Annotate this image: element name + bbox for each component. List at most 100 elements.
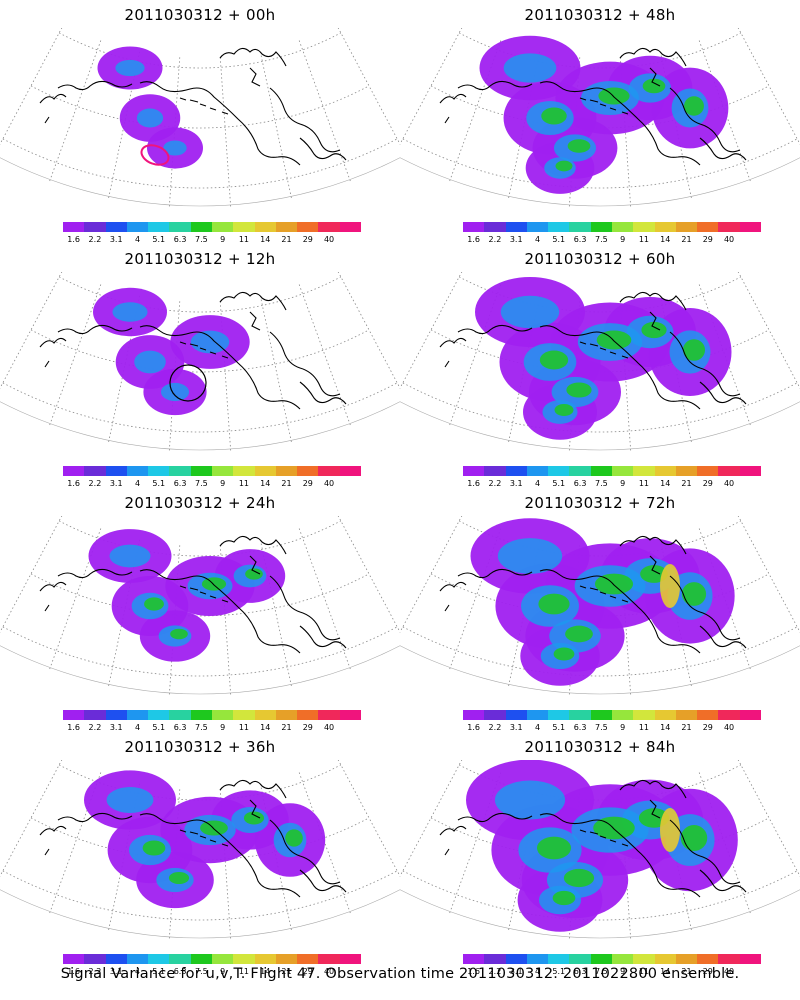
map-panel: 2011030312 + 60h 1.6 2.2 3.1 4 5.1 6.3 7.5 9 11 14…	[400, 244, 800, 488]
colorbar-swatch	[697, 954, 719, 964]
colorbar-label: 1.6	[67, 235, 81, 244]
panel-title: 2011030312 + 60h	[524, 250, 676, 268]
colorbar-label: 40	[723, 235, 735, 244]
colorbar-swatch	[548, 222, 570, 232]
colorbar-swatch	[63, 710, 85, 720]
colorbar-swatch	[84, 222, 106, 232]
colorbar-label: 14	[260, 235, 271, 244]
polar-map	[0, 760, 400, 939]
colorbar-swatch	[484, 954, 506, 964]
colorbar-label: 6.3	[173, 967, 187, 976]
colorbar-label: 2.2	[488, 967, 502, 976]
colorbar-swatch	[633, 954, 655, 964]
polar-map	[400, 272, 800, 451]
colorbar-labels: 1.6 2.2 3.1 4 5.1 6.3 7.5 9 11 14 21 29 40	[450, 235, 774, 245]
colorbar-swatch	[505, 710, 527, 720]
colorbar-label: 11	[638, 479, 650, 488]
colorbar-swatch	[339, 466, 361, 476]
colorbar-label: 21	[281, 967, 292, 976]
colorbar-label: 6.3	[173, 235, 187, 244]
colorbar-swatch	[169, 710, 191, 720]
colorbar-label: 5.1	[152, 723, 166, 732]
colorbar-label: 1.6	[467, 967, 481, 976]
colorbar-label: 4	[534, 479, 541, 488]
coastline	[39, 47, 347, 166]
colorbar-swatch	[697, 710, 719, 720]
variance-field	[84, 770, 326, 909]
colorbar	[463, 710, 761, 720]
colorbar-swatch	[739, 222, 761, 232]
colorbar-swatch	[126, 222, 149, 232]
colorbar	[463, 954, 761, 964]
colorbar-swatch	[105, 954, 127, 964]
panel-title: 2011030312 + 72h	[524, 494, 676, 512]
colorbar-labels: 1.6 2.2 3.1 4 5.1 6.3 7.5 9 11 14 21 29 40	[50, 479, 374, 489]
colorbar-swatch	[675, 710, 698, 720]
colorbar-label: 5.1	[552, 479, 566, 488]
colorbar-label: 2.2	[488, 235, 502, 244]
colorbar-label: 3.1	[109, 723, 123, 732]
coastline	[439, 291, 747, 410]
colorbar-swatch	[569, 466, 591, 476]
colorbar-label: 2.2	[88, 479, 102, 488]
colorbar-swatch	[211, 710, 234, 720]
map-panel: 2011030312 + 12h 1.6 2.2 3.1 4 5.1 6.3 7.5 9 11 14…	[0, 244, 400, 488]
colorbar-swatch	[569, 710, 591, 720]
polar-map	[400, 28, 800, 207]
colorbar-swatch	[526, 466, 549, 476]
colorbar-labels: 1.6 2.2 3.1 4 5.1 6.3 7.5 9 11 14 21 29 40	[450, 723, 774, 733]
colorbar-label: 1.6	[67, 479, 81, 488]
colorbar-label: 14	[260, 967, 271, 976]
colorbar-swatch	[697, 222, 719, 232]
colorbar-label: 3.1	[509, 479, 523, 488]
colorbar-label: 2.2	[488, 723, 502, 732]
colorbar-swatch	[339, 710, 361, 720]
colorbar-swatch	[105, 466, 127, 476]
colorbar-label: 1.6	[67, 967, 81, 976]
coastline	[39, 779, 347, 898]
panel-title: 2011030312 + 12h	[124, 250, 276, 268]
colorbar-swatch	[505, 466, 527, 476]
colorbar-swatch	[484, 710, 506, 720]
colorbar-swatch	[126, 954, 149, 964]
colorbar-labels: 1.6 2.2 3.1 4 5.1 6.3 7.5 9 11 14 21 29 40	[50, 723, 374, 733]
colorbar-label: 5.1	[552, 235, 566, 244]
colorbar-swatch	[505, 954, 527, 964]
colorbar-swatch	[190, 466, 212, 476]
colorbar-swatch	[318, 466, 340, 476]
colorbar-swatch	[275, 954, 298, 964]
colorbar-label: 3.1	[509, 967, 523, 976]
colorbar-label: 6.3	[573, 967, 587, 976]
colorbar-label: 2.2	[88, 723, 102, 732]
colorbar-label: 3.1	[109, 479, 123, 488]
colorbar-swatch	[526, 954, 549, 964]
colorbar-swatch	[211, 954, 234, 964]
colorbar-swatch	[548, 710, 570, 720]
colorbar-swatch	[463, 710, 485, 720]
colorbar-swatch	[463, 222, 485, 232]
colorbar-swatch	[569, 954, 591, 964]
colorbar-swatch	[84, 954, 106, 964]
colorbar-label: 3.1	[109, 967, 123, 976]
colorbar-swatch	[526, 222, 549, 232]
colorbar-label: 5.1	[552, 967, 566, 976]
coastline	[39, 535, 347, 654]
colorbar-label: 7.5	[594, 479, 608, 488]
colorbar-swatch	[718, 710, 740, 720]
colorbar-swatch	[569, 222, 591, 232]
colorbar-swatch	[63, 954, 85, 964]
colorbar-label: 40	[323, 235, 335, 244]
colorbar-labels: 1.6 2.2 3.1 4 5.1 6.3 7.5 9 11 14 21 29 40	[50, 967, 374, 977]
colorbar-label: 4	[134, 235, 141, 244]
colorbar-label: 40	[723, 479, 735, 488]
colorbar-label: 29	[302, 479, 313, 488]
colorbar-swatch	[105, 222, 127, 232]
colorbar-swatch	[654, 954, 676, 964]
colorbar-swatch	[526, 710, 549, 720]
colorbar-label: 21	[281, 723, 292, 732]
colorbar-label: 2.2	[88, 235, 102, 244]
colorbar-labels: 1.6 2.2 3.1 4 5.1 6.3 7.5 9 11 14 21 29 40	[50, 235, 374, 245]
colorbar-label: 7.5	[594, 967, 608, 976]
colorbar-swatch	[148, 466, 170, 476]
colorbar-swatch	[297, 954, 319, 964]
